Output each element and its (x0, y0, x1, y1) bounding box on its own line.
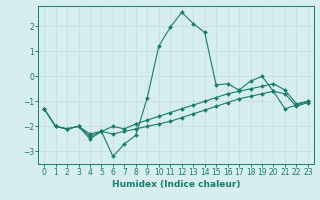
X-axis label: Humidex (Indice chaleur): Humidex (Indice chaleur) (112, 180, 240, 189)
